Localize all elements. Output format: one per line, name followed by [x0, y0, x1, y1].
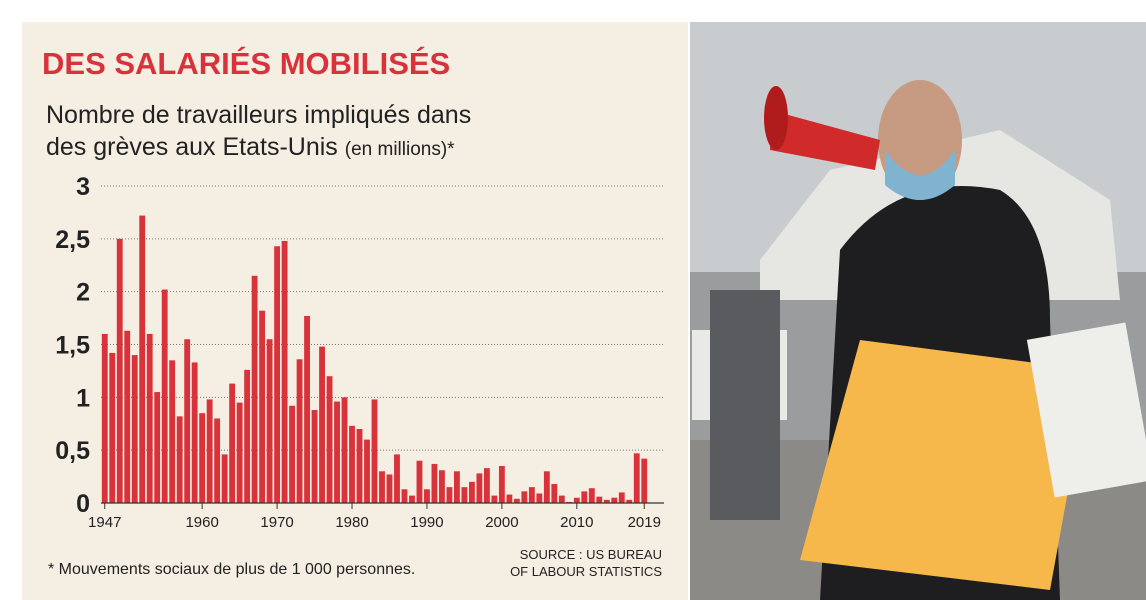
bar	[416, 460, 423, 503]
unit: (en millions)*	[345, 139, 455, 160]
bar	[626, 499, 633, 503]
bar	[394, 454, 400, 503]
bar	[154, 392, 161, 503]
bar	[454, 471, 460, 503]
bar	[251, 275, 258, 503]
bar	[611, 497, 618, 503]
bar	[161, 289, 168, 503]
bar	[543, 471, 550, 503]
bar	[446, 487, 453, 503]
x-tick-label: 1970	[260, 514, 293, 531]
bar	[468, 481, 475, 503]
bar	[304, 315, 310, 503]
bar	[116, 238, 123, 504]
bar	[386, 474, 393, 503]
bar	[266, 339, 273, 503]
subtitle: Nombre de travailleurs impliqués dans	[46, 101, 471, 129]
bar	[124, 330, 131, 503]
bar	[491, 495, 498, 503]
bar	[259, 310, 266, 503]
bar	[506, 494, 513, 503]
bar	[139, 215, 146, 503]
x-tick-label: 1980	[335, 514, 368, 531]
bar	[334, 401, 340, 503]
bar	[296, 359, 303, 503]
bar	[341, 397, 348, 503]
y-tick-label: 2,5	[55, 226, 90, 254]
bar	[558, 495, 565, 503]
bar	[371, 399, 378, 503]
bar	[109, 352, 116, 503]
x-tick-label: 2000	[485, 514, 518, 531]
bar	[319, 346, 325, 503]
bar	[588, 488, 595, 503]
bar	[356, 429, 363, 503]
y-tick-label: 1,5	[55, 332, 90, 360]
bar	[581, 491, 588, 503]
bar	[244, 369, 251, 503]
bar	[513, 498, 520, 503]
bar	[551, 483, 558, 503]
bar	[424, 489, 430, 503]
bar	[221, 454, 228, 503]
bar	[311, 410, 318, 503]
bar	[146, 333, 153, 503]
y-tick-label: 1	[76, 384, 90, 412]
bar	[101, 333, 108, 503]
bar	[431, 463, 438, 503]
bar	[191, 362, 198, 503]
bar	[618, 492, 625, 503]
bar	[236, 402, 243, 503]
bar	[633, 453, 640, 503]
x-tick-label: 1960	[185, 514, 218, 531]
bar	[483, 468, 490, 503]
bar	[364, 439, 370, 503]
bar	[498, 466, 505, 503]
bar	[461, 487, 468, 503]
bar	[536, 493, 543, 503]
bar	[476, 473, 483, 503]
y-tick-label: 2	[76, 279, 90, 307]
bar	[169, 360, 176, 503]
source: OF LABOUR STATISTICS	[510, 564, 662, 579]
x-tick-label: 1990	[410, 514, 443, 531]
bar	[573, 497, 580, 503]
bar	[349, 425, 355, 503]
photo	[690, 22, 1146, 600]
bar	[641, 458, 648, 503]
y-tick-label: 3	[76, 173, 90, 201]
bar	[409, 495, 415, 503]
source: SOURCE : US BUREAU	[520, 547, 662, 562]
bar	[281, 240, 288, 504]
subtitle: des grèves aux Etats-Unis	[46, 133, 338, 161]
bar	[326, 376, 333, 503]
bar	[289, 405, 295, 503]
bar	[379, 471, 385, 503]
bar	[184, 339, 191, 503]
x-tick-label: 1947	[88, 514, 121, 531]
bar	[131, 355, 138, 503]
bar	[274, 246, 281, 504]
y-tick-label: 0	[76, 490, 90, 518]
bar	[439, 470, 445, 503]
y-tick-label: 0,5	[55, 437, 90, 465]
bar	[521, 491, 528, 503]
bar	[401, 489, 408, 503]
x-tick-label: 2019	[628, 514, 661, 531]
bar	[229, 383, 236, 503]
subtitle: des grèves aux Etats-Unis (en millions)*	[46, 133, 455, 161]
footnote: * Mouvements sociaux de plus de 1 000 pe…	[48, 561, 415, 578]
bar	[199, 413, 206, 503]
bar	[176, 416, 183, 503]
bar	[214, 418, 221, 503]
bar	[596, 496, 603, 503]
chart-title: DES SALARIÉS MOBILISÉS	[42, 46, 450, 81]
bar	[603, 499, 610, 503]
bar	[528, 487, 535, 503]
x-tick-label: 2010	[560, 514, 593, 531]
bar	[206, 399, 213, 503]
